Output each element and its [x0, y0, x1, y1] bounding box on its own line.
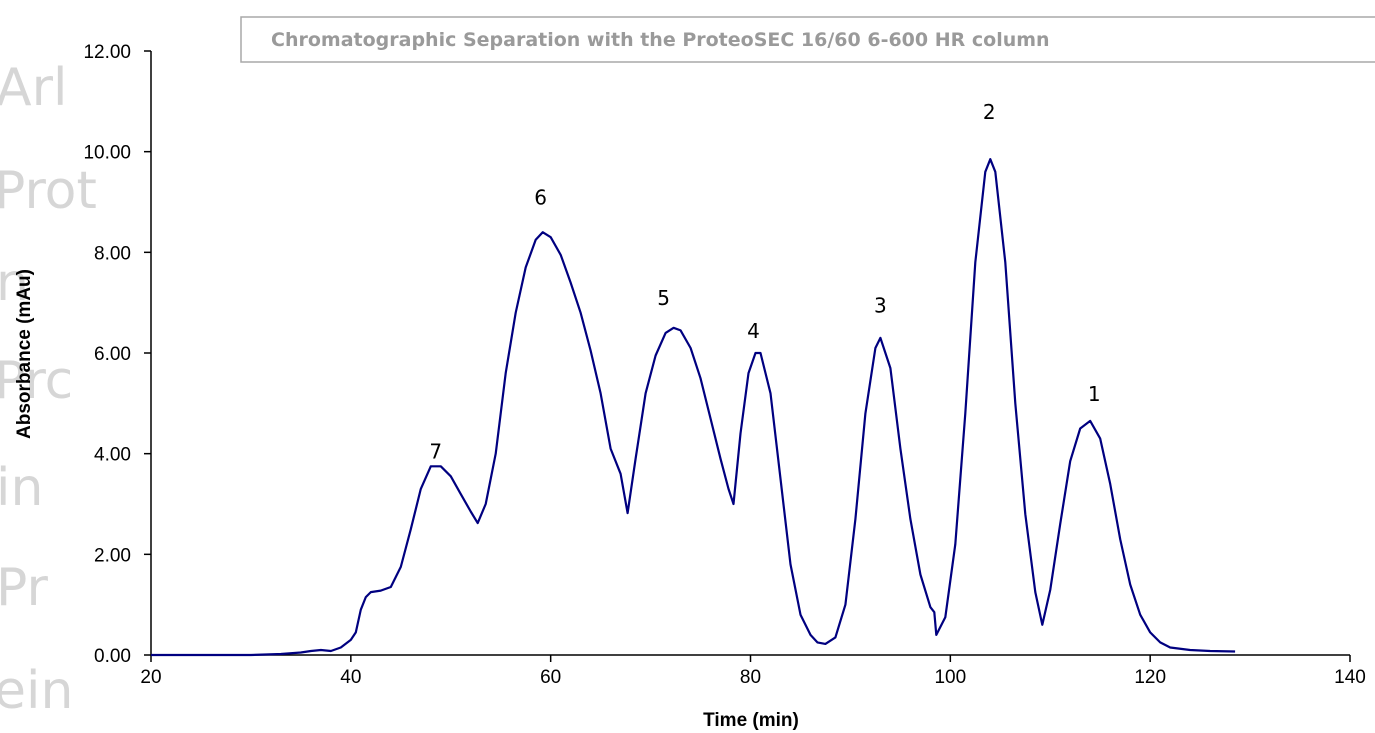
series-line [151, 158, 1236, 657]
chart-ticks: 20 40 60 80 100 120 140 0.00 2.00 4.00 6.00 8.00 10.… [83, 42, 1365, 688]
y-tick-label: 8.00 [94, 243, 131, 264]
peak-label: 3 [874, 294, 887, 318]
y-tick-label: 6.00 [94, 344, 131, 365]
chart-axes [150, 51, 1350, 656]
y-tick-label: 10.00 [83, 143, 131, 164]
watermark-fragment: n [0, 253, 29, 313]
peak-label: 1 [1088, 382, 1101, 406]
y-tick-label: 0.00 [94, 646, 131, 667]
peak-label: 4 [747, 319, 760, 343]
peak-label: 6 [534, 186, 547, 210]
chart-series [151, 158, 1236, 657]
x-axis-title: Time (min) [703, 710, 799, 731]
x-tick-label: 120 [1134, 667, 1166, 688]
y-axis-title: Absorbance (mAu) [14, 269, 35, 439]
chart-title: Chromatographic Separation with the Prot… [271, 29, 1050, 51]
watermark-fragment: ein [0, 661, 73, 721]
peak-label: 2 [983, 100, 996, 124]
chart-title-frame [240, 16, 1375, 63]
peak-label: 5 [657, 286, 670, 310]
y-tick-label: 4.00 [94, 445, 131, 466]
watermark-fragment: Prot [0, 161, 97, 221]
y-tick-label: 12.00 [83, 42, 131, 63]
x-tick-label: 20 [140, 667, 161, 688]
x-tick-label: 40 [340, 667, 361, 688]
peak-annotations: 7 6 5 4 3 2 1 [429, 100, 1100, 464]
watermark-fragment: Arl [0, 58, 67, 118]
y-tick-label: 2.00 [94, 545, 131, 566]
x-tick-label: 80 [740, 667, 761, 688]
chart-title-box: Chromatographic Separation with the Prot… [240, 16, 1375, 63]
x-tick-label: 100 [934, 667, 966, 688]
x-tick-label: 60 [540, 667, 561, 688]
watermark-fragment: in [0, 458, 43, 518]
watermark-fragment: Prc [0, 351, 73, 411]
x-tick-label: 140 [1334, 667, 1366, 688]
background-watermark: Arl Prot n Prc in Pr ein [0, 58, 97, 721]
peak-label: 7 [429, 440, 442, 464]
watermark-fragment: Pr [0, 558, 48, 618]
